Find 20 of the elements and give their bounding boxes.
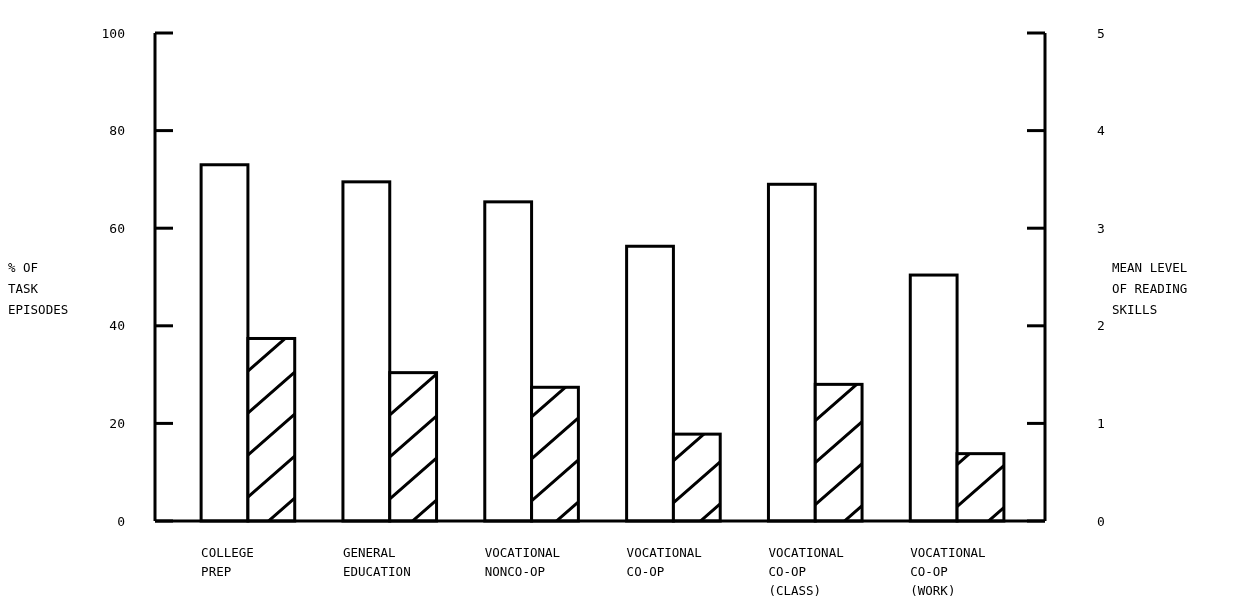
y-tick-label: 20 [109,415,125,431]
y-tick-label: 100 [101,25,125,41]
y-tick-label: 60 [109,220,125,236]
y2-tick-label: 3 [1097,220,1105,236]
y2-axis-title: MEAN LEVEL OF READING SKILLS [1112,260,1188,317]
y2-tick-label: 1 [1097,415,1105,431]
y-tick-label: 80 [109,123,125,139]
y-tick-label: 40 [109,318,125,334]
y-tick-label: 0 [117,513,125,529]
x-tick-label: GENERAL EDUCATION [342,545,411,579]
y2-tick-label: 0 [1097,513,1105,529]
y2-tick-label: 4 [1097,123,1106,139]
x-tick-label: VOCATIONAL CO-OP (WORK) [910,545,986,598]
x-tick-label: VOCATIONAL CO-OP [626,545,702,579]
y2-tick-label: 5 [1097,25,1105,41]
x-tick-label: COLLEGE PREP [201,545,254,579]
y-axis-title: % OF TASK EPISODES [8,260,69,317]
x-tick-label: VOCATIONAL NONCO-OP [484,545,561,579]
x-tick-label: VOCATIONAL CO-OP (CLASS) [768,545,844,598]
y2-tick-label: 2 [1097,318,1105,334]
